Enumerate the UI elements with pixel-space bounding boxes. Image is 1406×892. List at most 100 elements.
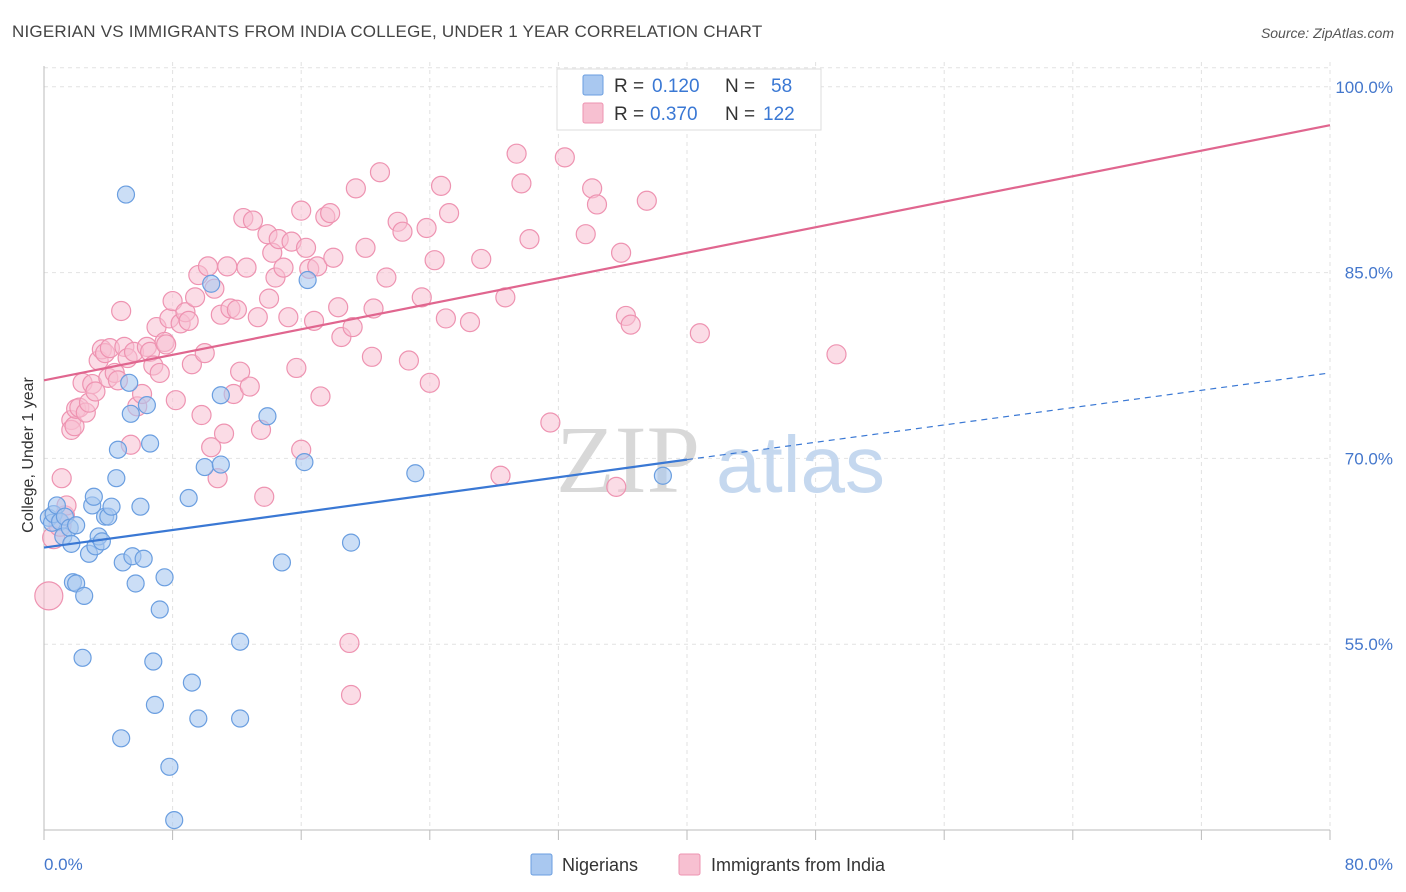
india-point <box>286 357 307 379</box>
india-point <box>424 250 445 271</box>
india-point <box>307 256 328 277</box>
india-point <box>217 256 238 277</box>
nigerians-point <box>126 574 145 593</box>
nigerians-point <box>140 434 160 453</box>
india-point <box>247 307 268 328</box>
india-point <box>554 147 575 168</box>
nigerians-point <box>102 497 121 516</box>
nigerians-point <box>272 553 292 572</box>
nigerians-point <box>120 373 139 392</box>
india-point <box>416 217 437 239</box>
axes <box>43 66 1331 840</box>
nigerians-point <box>341 533 361 552</box>
legend-n-label-1: N = <box>725 76 755 97</box>
watermark: ZIP atlas <box>556 406 885 513</box>
nigerians-point <box>231 709 250 728</box>
india-point <box>620 314 641 335</box>
chart-title: NIGERIAN VS IMMIGRANTS FROM INDIA COLLEG… <box>12 22 763 41</box>
india-point <box>355 237 376 258</box>
india-point <box>586 194 608 215</box>
nigerians-point <box>134 549 153 568</box>
x-tick-label: 80.0% <box>1345 855 1393 874</box>
india-point <box>197 256 219 277</box>
india-point <box>328 297 349 318</box>
legend-n-value-2: 122 <box>763 104 795 125</box>
india-point <box>51 468 72 489</box>
india-point <box>376 267 397 288</box>
india-point <box>636 190 657 211</box>
legend-swatch-india <box>582 102 604 124</box>
india-point <box>345 178 366 199</box>
legend-r-value-1: 0.120 <box>652 76 700 97</box>
nigerians-point <box>165 810 184 830</box>
india-point <box>340 684 362 706</box>
india-point <box>291 200 312 221</box>
india-point <box>156 334 177 355</box>
india-point <box>236 257 257 278</box>
legend-n-label-2: N = <box>725 104 755 125</box>
nigerians-trend-line <box>43 458 688 549</box>
nigerians-point <box>231 632 250 651</box>
y-tick-label: 100.0% <box>1335 78 1393 97</box>
y-tick-label: 70.0% <box>1345 449 1393 468</box>
nigerians-point <box>137 396 156 415</box>
india-point <box>342 316 363 338</box>
nigerians-point <box>131 497 150 516</box>
nigerians-point <box>116 185 136 204</box>
legend-r-label-1: R = <box>614 76 644 97</box>
india-point <box>511 173 532 194</box>
trend-lines <box>43 124 1331 549</box>
india-point <box>392 221 413 242</box>
india-point <box>419 372 440 393</box>
y-tick-labels: 100.0% 85.0% 70.0% 55.0% <box>1335 78 1393 654</box>
india-point <box>339 632 360 654</box>
india-point <box>34 581 64 611</box>
nigerians-point <box>84 487 103 506</box>
nigerians-point <box>67 516 86 535</box>
nigerians-point <box>406 464 425 483</box>
nigerians-point <box>195 457 214 477</box>
nigerians-point <box>258 407 277 426</box>
x-tick-labels: 0.0% 80.0% <box>44 855 1393 874</box>
watermark-zip: ZIP <box>556 406 700 513</box>
india-point <box>610 242 632 263</box>
india-point <box>506 143 527 164</box>
bottom-legend-india: Immigrants from India <box>711 855 886 875</box>
nigerians-point <box>298 270 317 290</box>
nigerians-point <box>155 568 174 587</box>
legend-r-value-2: 0.370 <box>650 104 698 125</box>
bottom-legend-swatch-india <box>678 853 701 876</box>
india-point <box>239 376 260 397</box>
x-tick-label: 0.0% <box>44 855 83 874</box>
nigerians-point <box>295 453 314 472</box>
india-point <box>295 237 317 258</box>
india-point <box>201 437 222 458</box>
legend-n-value-1: 58 <box>771 76 792 97</box>
india-point <box>519 229 540 250</box>
india-point <box>471 248 492 270</box>
nigerians-point <box>160 757 179 776</box>
nigerians-point <box>202 274 221 293</box>
nigerians-point <box>108 440 128 459</box>
india-point <box>85 381 106 402</box>
india-point <box>540 412 561 433</box>
y-axis-label: College, Under 1 year <box>20 377 37 533</box>
india-point <box>181 354 202 375</box>
india-point <box>162 290 183 312</box>
watermark-atlas: atlas <box>716 420 885 509</box>
india-point <box>575 224 596 245</box>
nigerians-point <box>112 729 131 748</box>
series-nigerians-points <box>39 185 672 830</box>
india-point <box>230 361 251 382</box>
india-point <box>258 288 280 309</box>
nigerians-point <box>145 695 165 714</box>
legend-swatch-nigerians <box>582 74 604 96</box>
india-point <box>411 287 432 308</box>
y-tick-label: 85.0% <box>1345 264 1393 283</box>
india-point <box>149 362 170 384</box>
india-point <box>826 344 847 365</box>
india-point <box>435 308 456 329</box>
series-india-points <box>34 143 847 706</box>
india-point <box>606 476 627 497</box>
